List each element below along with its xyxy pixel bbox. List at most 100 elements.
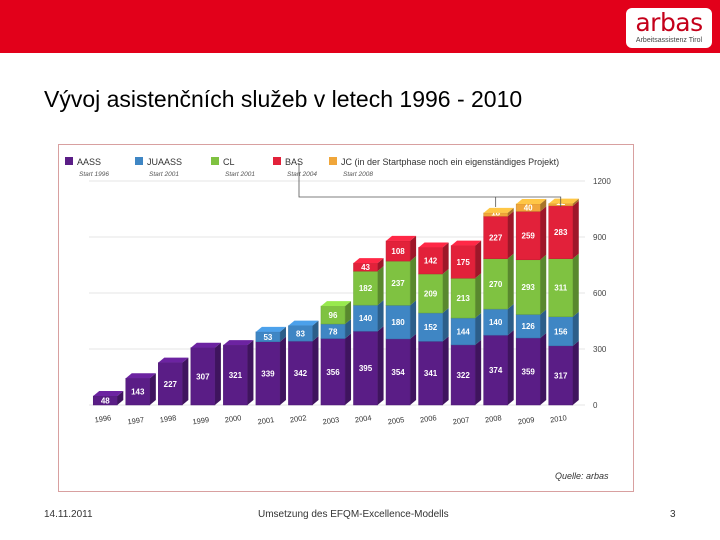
- bar-top-2005: [386, 235, 417, 241]
- legend-start-label: Start 2004: [287, 171, 317, 178]
- bar-juaass-2002: [288, 325, 313, 342]
- bar-aass-2003-side: [345, 333, 352, 405]
- data-label: 359: [522, 367, 536, 376]
- data-label: 182: [359, 284, 373, 293]
- x-tick-label: 2004: [354, 413, 372, 424]
- bar-cl-2005-side: [410, 256, 417, 306]
- bar-top-2001: [255, 326, 286, 332]
- x-tick-label: 1998: [159, 413, 177, 424]
- data-label: 270: [489, 280, 503, 289]
- bar-cl-2007: [450, 278, 476, 319]
- bar-juaass-2001-side: [279, 326, 286, 342]
- data-label: 143: [131, 388, 145, 397]
- data-label: 180: [391, 318, 405, 327]
- x-tick-label: 2007: [452, 415, 470, 426]
- bar-aass-2001: [255, 341, 281, 406]
- legend-start-label: Start 2001: [225, 171, 255, 178]
- logo-word: arbas: [635, 8, 703, 37]
- bar-juaass-2009-side: [540, 309, 547, 338]
- bar-juaass-2005-side: [410, 300, 417, 339]
- bar-aass-2000: [223, 344, 248, 406]
- bar-aass-2008: [483, 334, 508, 406]
- legend-label: AASS: [77, 157, 101, 167]
- bar-juaass-2007-side: [475, 313, 482, 345]
- data-label: 341: [424, 369, 438, 378]
- x-tick-label: 2010: [550, 413, 568, 424]
- chart-frame: 0 300 600 900 1200 48 1996 143 1997 227 1998 307 199…: [58, 144, 634, 492]
- bar-juaass-2002-side: [312, 320, 319, 342]
- data-label: 48: [101, 397, 110, 406]
- data-label: 209: [424, 289, 438, 298]
- data-label: 83: [296, 329, 305, 338]
- bar-aass-1998-side: [182, 357, 189, 405]
- bar-aass-2008-side: [507, 330, 514, 405]
- data-label: 283: [554, 228, 568, 237]
- legend-swatch: [273, 157, 281, 165]
- data-label: 78: [329, 327, 338, 336]
- bar-aass-2004: [353, 331, 378, 406]
- bar-aass-1997-side: [149, 373, 156, 405]
- bar-cl-2009: [515, 259, 541, 315]
- bar-top-1996: [93, 391, 124, 397]
- bar-bas-2008-side: [507, 211, 514, 259]
- bar-cl-2008: [483, 258, 508, 310]
- bar-aass-2009-side: [540, 332, 547, 405]
- bar-bas-2008: [483, 216, 508, 259]
- bar-juaass-2010-side: [572, 311, 579, 346]
- chart-source: Quelle: arbas: [555, 471, 609, 481]
- bar-juaass-2007: [450, 317, 476, 346]
- bar-aass-1999-side: [214, 342, 221, 405]
- data-label: 342: [294, 369, 308, 378]
- bar-top-2006: [418, 242, 449, 248]
- data-label: 322: [456, 371, 470, 380]
- bar-bas-2010-side: [572, 200, 579, 259]
- x-tick-label: 1997: [127, 415, 145, 426]
- data-label: 213: [456, 294, 470, 303]
- bar-bas-2004-side: [377, 258, 384, 272]
- data-label: 307: [196, 372, 210, 381]
- legend-label: JC (in der Startphase noch ein eigenstän…: [341, 157, 559, 167]
- bar-aass-2002-side: [312, 336, 319, 405]
- bar-cl-2004: [353, 270, 378, 306]
- x-tick-label: 1996: [94, 413, 112, 424]
- slide-title: Vývoj asistenčních služeb v letech 1996 …: [44, 86, 523, 112]
- bar-cl-2006-side: [442, 268, 449, 313]
- bar-top-2008: [483, 207, 514, 213]
- legend-swatch: [211, 157, 219, 165]
- data-label: 374: [489, 366, 503, 375]
- bar-bas-2009-side: [540, 206, 547, 260]
- bar-bas-2006-side: [442, 242, 449, 274]
- bar-cl-2005: [385, 260, 411, 306]
- data-label: 152: [424, 323, 438, 332]
- bar-cl-2004-side: [377, 266, 384, 306]
- data-label: 395: [359, 364, 373, 373]
- data-label: 311: [554, 284, 567, 293]
- bar-top-2009: [516, 198, 547, 204]
- bar-aass-2006: [418, 341, 443, 406]
- x-tick-label: 2002: [289, 413, 307, 424]
- data-label: 321: [229, 371, 243, 380]
- data-label: 175: [456, 258, 470, 267]
- bar-juaass-2004-side: [377, 300, 384, 332]
- legend-swatch: [329, 157, 337, 165]
- bar-top-1998: [158, 357, 189, 363]
- data-label: 156: [554, 327, 568, 336]
- legend-swatch: [135, 157, 143, 165]
- bar-aass-1998: [158, 362, 183, 406]
- x-tick-label: 2003: [322, 415, 340, 426]
- y-tick-label: 1200: [593, 177, 611, 186]
- bar-bas-2005-side: [410, 235, 417, 262]
- bar-aass-2000-side: [247, 340, 254, 405]
- header-bar: arbas Arbeitsassistenz Tirol: [0, 0, 720, 53]
- x-tick-label: 1999: [192, 415, 210, 426]
- stacked-bar-chart: 0 300 600 900 1200 48 1996 143 1997 227 1998 307 199…: [65, 157, 611, 481]
- bar-bas-2010: [548, 205, 574, 259]
- bar-cl-2006: [418, 273, 443, 314]
- footer-date: 14.11.2011: [44, 509, 93, 520]
- bar-top-1997: [125, 373, 156, 379]
- bar-cl-2008-side: [507, 253, 514, 310]
- bar-top-2003: [320, 301, 352, 307]
- bar-aass-2006-side: [442, 336, 449, 405]
- data-label: 140: [489, 318, 503, 327]
- data-label: 142: [424, 257, 438, 266]
